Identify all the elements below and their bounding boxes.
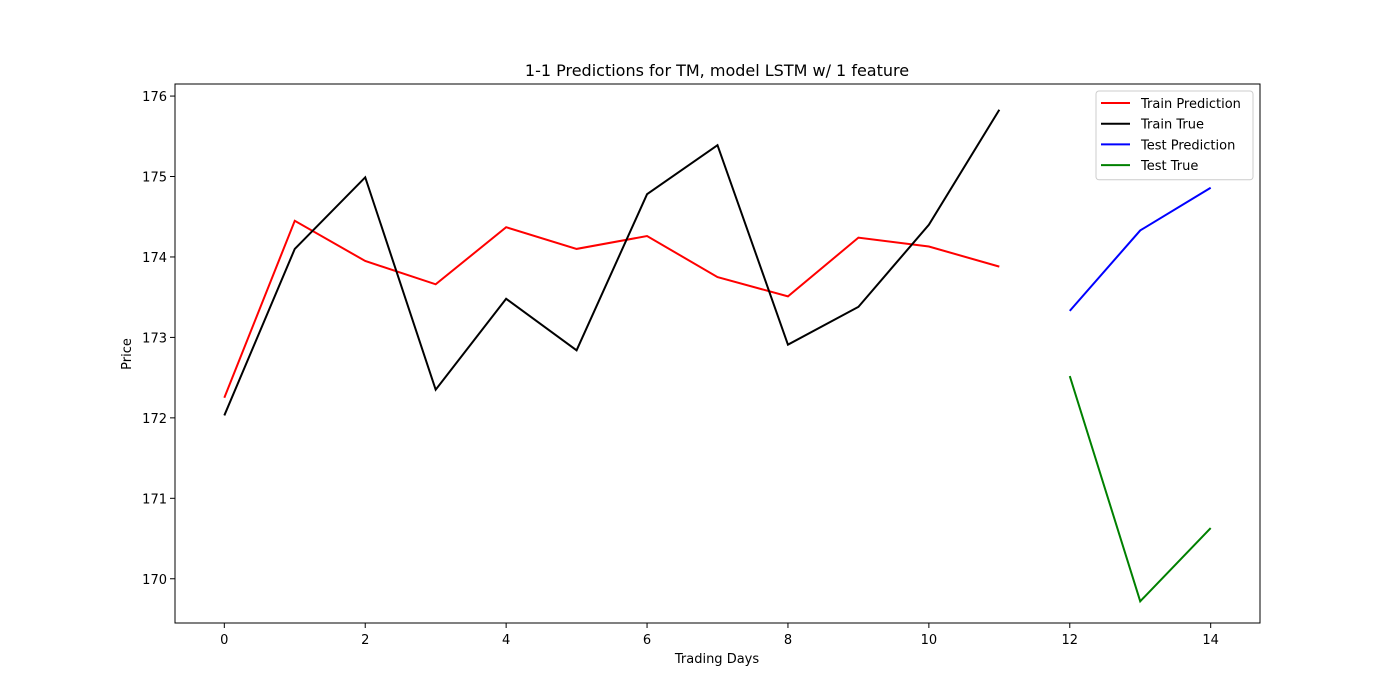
x-tick-label: 4	[502, 633, 510, 648]
legend-label: Test Prediction	[1140, 138, 1235, 153]
x-tick-label: 0	[220, 633, 228, 648]
x-tick-label: 10	[921, 633, 938, 648]
legend-label: Train Prediction	[1140, 97, 1241, 112]
y-tick-label: 173	[142, 331, 167, 346]
y-tick-label: 174	[142, 251, 167, 266]
x-axis-label: Trading Days	[674, 652, 759, 667]
plot-frame	[174, 83, 1261, 624]
chart-title: 1-1 Predictions for TM, model LSTM w/ 1 …	[525, 61, 909, 80]
y-axis: 170 171 172 173 174 175 176	[142, 90, 175, 588]
y-tick-label: 170	[142, 573, 167, 588]
legend: Train Prediction Train True Test Predictio…	[1095, 90, 1254, 181]
y-tick-label: 175	[142, 171, 167, 186]
y-tick-label: 171	[142, 492, 167, 507]
y-tick-label: 176	[142, 90, 167, 105]
series-line-2	[1069, 186, 1212, 312]
x-tick-label: 2	[361, 633, 369, 648]
x-axis: 0 2 4 6 8 10 12 14	[220, 623, 1219, 648]
plot-lines	[223, 109, 1212, 604]
y-tick-label: 172	[142, 412, 167, 427]
legend-box	[1095, 90, 1254, 181]
legend-label: Test True	[1140, 159, 1198, 174]
x-tick-label: 8	[784, 633, 792, 648]
series-line-0	[223, 219, 1000, 399]
x-tick-label: 14	[1202, 633, 1219, 648]
x-tick-label: 6	[643, 633, 651, 648]
series-line-1	[223, 109, 1001, 416]
y-axis-label: Price	[120, 338, 135, 370]
series-line-3	[1068, 375, 1212, 604]
x-tick-label: 12	[1061, 633, 1078, 648]
legend-label: Train True	[1140, 118, 1204, 133]
